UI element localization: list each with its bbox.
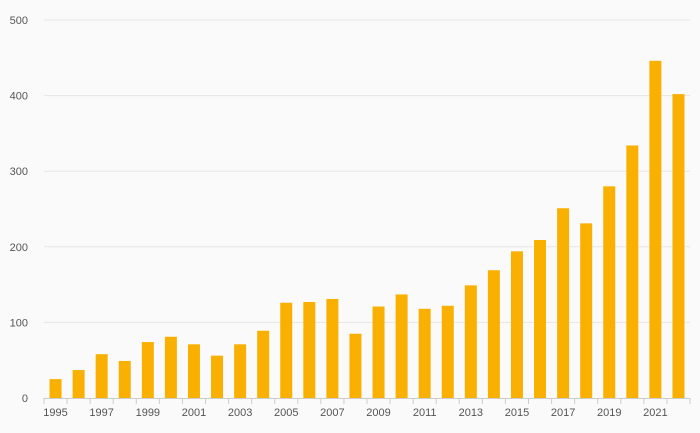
bar-2005 [280, 302, 293, 398]
y-tick-label-300: 300 [10, 166, 28, 178]
y-tick-label-400: 400 [10, 91, 28, 103]
bar-2020 [626, 145, 639, 398]
bar-1995 [49, 379, 62, 398]
bar-2007 [326, 298, 339, 398]
bar-2004 [257, 330, 270, 398]
bar-2000 [164, 336, 177, 398]
x-tick-label-2017: 2017 [551, 407, 575, 419]
bar-2013 [464, 285, 477, 398]
bar-2016 [534, 239, 547, 398]
x-tick-label-2021: 2021 [643, 407, 667, 419]
x-tick-label-2001: 2001 [182, 407, 206, 419]
bar-2006 [303, 301, 316, 398]
x-tick-label-2003: 2003 [228, 407, 252, 419]
x-tick-label-2011: 2011 [413, 407, 437, 419]
bar-2015 [510, 251, 523, 398]
y-tick-label-0: 0 [22, 393, 28, 405]
bar-2008 [349, 333, 362, 398]
bar-1997 [95, 354, 108, 398]
x-tick-label-2013: 2013 [459, 407, 483, 419]
x-tick-label-2007: 2007 [320, 407, 344, 419]
x-tick-label-2009: 2009 [366, 407, 390, 419]
x-axis-ticks: 1995 1997 1999 2001 2003 2005 2007 2009 2011 2013… [43, 398, 691, 419]
x-tick-label-1995: 1995 [43, 407, 67, 419]
gridlines [44, 19, 690, 323]
y-axis-tick-labels: 0 100 200 300 400 500 [10, 15, 28, 405]
bar-1998 [118, 360, 131, 398]
bar-2009 [372, 306, 385, 398]
y-tick-label-100: 100 [10, 317, 28, 329]
bar-2017 [557, 208, 570, 398]
y-tick-label-500: 500 [10, 15, 28, 27]
bar-2010 [395, 294, 408, 398]
bar-1999 [141, 342, 154, 398]
bar-2018 [580, 223, 593, 398]
x-tick-label-1999: 1999 [136, 407, 160, 419]
x-tick-label-1997: 1997 [89, 407, 113, 419]
bar-2014 [487, 270, 500, 398]
bar-2019 [603, 186, 616, 398]
bars [49, 60, 685, 398]
x-tick-label-2005: 2005 [274, 407, 298, 419]
bar-1996 [72, 370, 85, 398]
bar-2022 [672, 94, 685, 398]
bar-2002 [211, 355, 224, 398]
y-tick-label-200: 200 [10, 242, 28, 254]
bar-2003 [234, 344, 247, 398]
bar-2011 [418, 308, 431, 398]
bar-2012 [441, 305, 454, 398]
bar-2021 [649, 60, 662, 398]
x-tick-label-2019: 2019 [597, 407, 621, 419]
bar-2001 [187, 344, 200, 398]
x-tick-label-2015: 2015 [505, 407, 529, 419]
